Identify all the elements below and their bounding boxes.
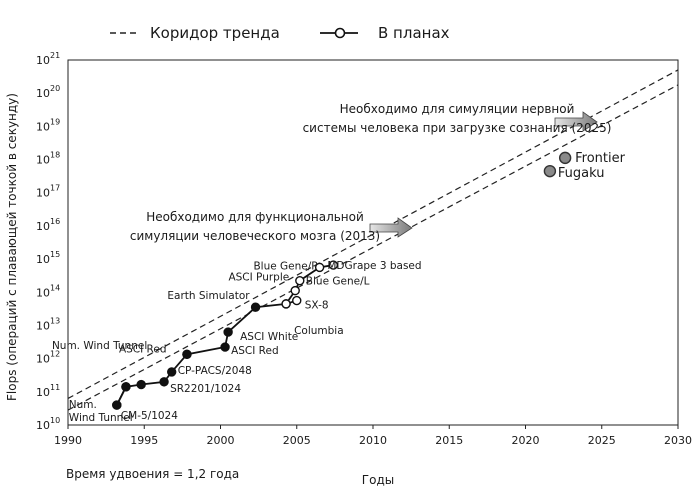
annotation-line: симуляции человеческого мозга (2013) [130, 229, 380, 243]
data-label: Num. [69, 399, 97, 411]
y-tick-label: 1011 [36, 383, 60, 399]
data-label: Columbia [294, 325, 344, 337]
data-point [121, 382, 131, 392]
legend-planned-swatch-marker [334, 27, 346, 39]
data-label: Num. Wind Tunnel [52, 340, 147, 352]
y-tick-exponent: 12 [50, 350, 60, 359]
data-point [290, 285, 300, 296]
data-label: Wind Tunnel [69, 412, 133, 424]
y-tick-exponent: 11 [50, 383, 60, 392]
annotation-arrows [369, 111, 598, 238]
annotation-line: Необходимо для симуляции нервной [340, 102, 575, 116]
data-label: ASCI White [240, 331, 298, 343]
data-label: ASCI Red [119, 343, 167, 355]
y-tick-label: 1013 [36, 316, 60, 332]
series-early-branch: Num.Wind Tunnel [69, 382, 133, 424]
data-label: CP-PACS/2048 [178, 365, 252, 377]
x-tick-label: 2005 [283, 434, 311, 447]
y-tick-exponent: 19 [50, 117, 60, 126]
data-label: ASCI Red [231, 345, 279, 357]
series-historical-single: ASCI Red [119, 343, 192, 360]
y-tick-label: 1010 [36, 416, 60, 432]
y-axis-title: Flops (операций с плавающей точкой в сек… [5, 93, 19, 401]
y-tick-exponent: 18 [50, 151, 60, 160]
y-tick-label: 1014 [36, 283, 60, 299]
y-tick-label: 1015 [36, 250, 60, 266]
annotation-arrow-icon [369, 217, 413, 238]
legend: Коридор тренда В планах [110, 24, 450, 42]
data-label: SX-8 [305, 300, 329, 312]
data-series: CM-5/1024 Num. Wind Tunnel SR2201/1024 CP-P… [52, 151, 626, 424]
x-tick-label: 2000 [207, 434, 235, 447]
data-point [543, 164, 557, 178]
legend-trend-label: Коридор тренда [150, 24, 280, 42]
y-tick-label: 1020 [36, 84, 60, 100]
trend-line-upper [67, 69, 679, 399]
y-tick-label: 1017 [36, 184, 60, 200]
data-label: Blue Gene/P [253, 260, 317, 272]
x-tick-label: 2015 [435, 434, 463, 447]
y-tick-labels: 1010101110121013101410151016101710181019… [36, 51, 60, 432]
data-label: MDGrape 3 based [327, 260, 421, 272]
y-tick-label: 1021 [36, 51, 60, 67]
data-point [112, 400, 122, 410]
y-tick-exponent: 21 [50, 51, 60, 60]
y-tick-exponent: 20 [50, 84, 60, 93]
data-label: CM-5/1024 [121, 410, 178, 422]
data-point [182, 349, 192, 360]
data-point [136, 379, 146, 390]
data-point [328, 260, 339, 270]
series-line [115, 302, 287, 406]
y-tick-exponent: 17 [50, 184, 60, 193]
x-tick-label: 2010 [359, 434, 387, 447]
data-label: Blue Gene/L [306, 276, 370, 288]
data-point [223, 327, 233, 337]
y-tick-exponent: 10 [50, 416, 60, 425]
y-tick-exponent: 13 [50, 316, 60, 325]
x-axis-title: Годы [362, 473, 394, 487]
data-point [558, 151, 572, 165]
x-tick-label: 2030 [664, 434, 692, 447]
data-point [295, 275, 305, 286]
x-tick-label: 1990 [54, 434, 82, 447]
data-point [314, 262, 325, 273]
x-tick-label: 2025 [588, 434, 616, 447]
doubling-note: Время удвоения = 1,2 года [66, 467, 239, 481]
data-label: ASCI Purple [228, 272, 289, 284]
annotation-line: системы человека при загрузке сознания (… [303, 121, 612, 135]
data-label: SR2201/1024 [170, 383, 241, 395]
series-planned: SX-8 Columbia ASCI Purple Blue Gene/L Blue G… [228, 260, 421, 337]
annotations: Необходимо для симуляции нервной системы … [130, 102, 612, 243]
data-point [250, 302, 261, 312]
y-tick-label: 1019 [36, 117, 60, 133]
y-tick-exponent: 15 [50, 250, 60, 259]
data-label: Fugaku [558, 166, 605, 181]
annotation-line: Необходимо для функциональной [146, 210, 364, 224]
x-tick-labels: 1990 1995 2000 2005 2010 2015 2020 2025 2030 [54, 425, 692, 447]
data-point [166, 367, 177, 377]
trend-corridor [67, 69, 679, 411]
data-label: Earth Simulator [167, 290, 250, 302]
y-tick-label: 1016 [36, 217, 60, 233]
data-label: Frontier [575, 151, 625, 166]
x-tick-label: 1995 [130, 434, 158, 447]
y-tick-exponent: 14 [50, 283, 60, 292]
data-point [159, 377, 169, 387]
y-tick-exponent: 16 [50, 217, 60, 226]
y-tick-label: 1018 [36, 151, 60, 167]
legend-planned-label: В планах [378, 24, 450, 42]
data-point [220, 342, 230, 352]
x-tick-label: 2020 [512, 434, 540, 447]
trend-line-lower [67, 84, 679, 411]
data-point [281, 299, 291, 309]
annotation-arrow-icon [554, 111, 598, 132]
y-tick-label: 1012 [36, 350, 60, 366]
data-point [292, 295, 302, 306]
